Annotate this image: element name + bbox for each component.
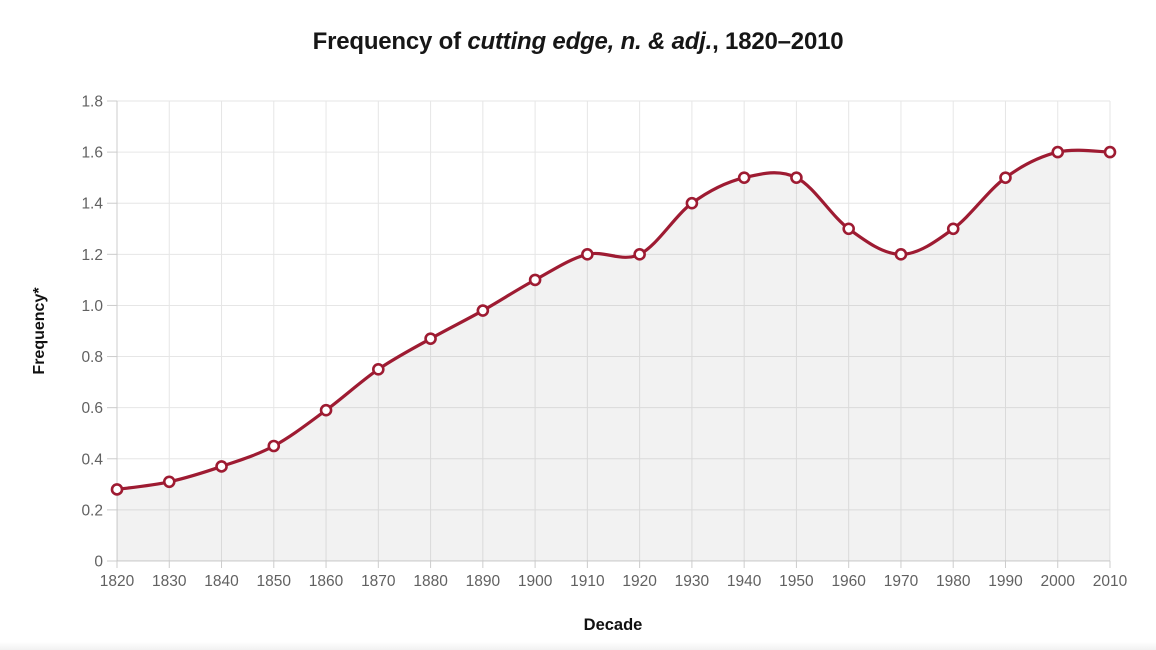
x-tick-label: 1980 <box>936 573 971 590</box>
data-point-marker-1890[interactable] <box>476 304 490 317</box>
x-tick-label: 2000 <box>1040 573 1075 590</box>
y-tick-label: 0.2 <box>81 502 103 519</box>
x-tick-label: 1890 <box>466 573 501 590</box>
y-tick-label: 1.8 <box>81 94 103 111</box>
data-point-marker-2010[interactable] <box>1103 145 1117 159</box>
x-tick-label: 2010 <box>1093 573 1128 590</box>
x-tick-label: 1910 <box>570 573 605 590</box>
y-tick-label: 0 <box>94 554 103 571</box>
y-tick-label: 0.4 <box>81 451 103 468</box>
x-tick-label: 1930 <box>675 573 710 590</box>
y-tick-label: 1.6 <box>81 145 103 162</box>
data-point-marker-1950[interactable] <box>790 171 803 184</box>
data-point-marker-1880[interactable] <box>424 332 437 345</box>
data-point-marker-1920[interactable] <box>633 248 646 261</box>
data-point-marker-1980[interactable] <box>946 222 960 236</box>
x-tick-label: 1840 <box>204 573 239 590</box>
data-point-marker-1830[interactable] <box>162 475 176 489</box>
y-tick-label: 1.0 <box>81 298 103 315</box>
x-tick-label: 1880 <box>413 573 448 590</box>
x-tick-label: 1860 <box>309 573 344 590</box>
chart-title-prefix: Frequency of <box>312 28 468 55</box>
y-tick-label: 0.8 <box>81 349 103 366</box>
x-tick-label: 1990 <box>988 573 1023 590</box>
x-tick-label: 1850 <box>257 573 292 590</box>
x-tick-label: 1900 <box>518 573 553 590</box>
y-tick-label: 1.2 <box>81 247 103 264</box>
x-tick-label: 1960 <box>831 573 866 590</box>
data-point-marker-1900[interactable] <box>528 273 542 287</box>
x-tick-label: 1920 <box>622 573 657 590</box>
x-tick-label: 1940 <box>727 573 762 590</box>
series-area-fill <box>117 150 1110 561</box>
data-point-marker-1930[interactable] <box>685 196 699 210</box>
x-tick-label: 1820 <box>100 573 135 590</box>
x-tick-label: 1950 <box>779 573 814 590</box>
data-point-marker-2000[interactable] <box>1051 145 1065 159</box>
data-point-marker-1860[interactable] <box>319 403 333 417</box>
y-tick-label: 0.6 <box>81 400 103 417</box>
data-point-marker-1970[interactable] <box>894 248 908 261</box>
x-tick-label: 1970 <box>884 573 919 590</box>
data-point-marker-1870[interactable] <box>372 363 385 376</box>
chart-title: Frequency of cutting edge, n. & adj., 18… <box>0 28 1156 56</box>
x-axis-title: Decade <box>583 616 643 634</box>
data-point-marker-1850[interactable] <box>267 439 281 453</box>
data-point-marker-1940[interactable] <box>737 171 751 184</box>
data-point-marker-1840[interactable] <box>215 460 228 473</box>
chart-title-term: cutting edge, n. & adj. <box>467 28 713 55</box>
data-point-marker-1910[interactable] <box>581 248 594 261</box>
y-tick-label: 1.4 <box>81 196 103 213</box>
x-tick-label: 1830 <box>152 573 187 590</box>
data-point-marker-1960[interactable] <box>842 222 855 236</box>
data-point-marker-1820[interactable] <box>110 483 124 496</box>
x-tick-label: 1870 <box>361 573 396 590</box>
chart-title-suffix: , 1820–2010 <box>712 28 844 55</box>
data-point-marker-1990[interactable] <box>999 171 1012 184</box>
